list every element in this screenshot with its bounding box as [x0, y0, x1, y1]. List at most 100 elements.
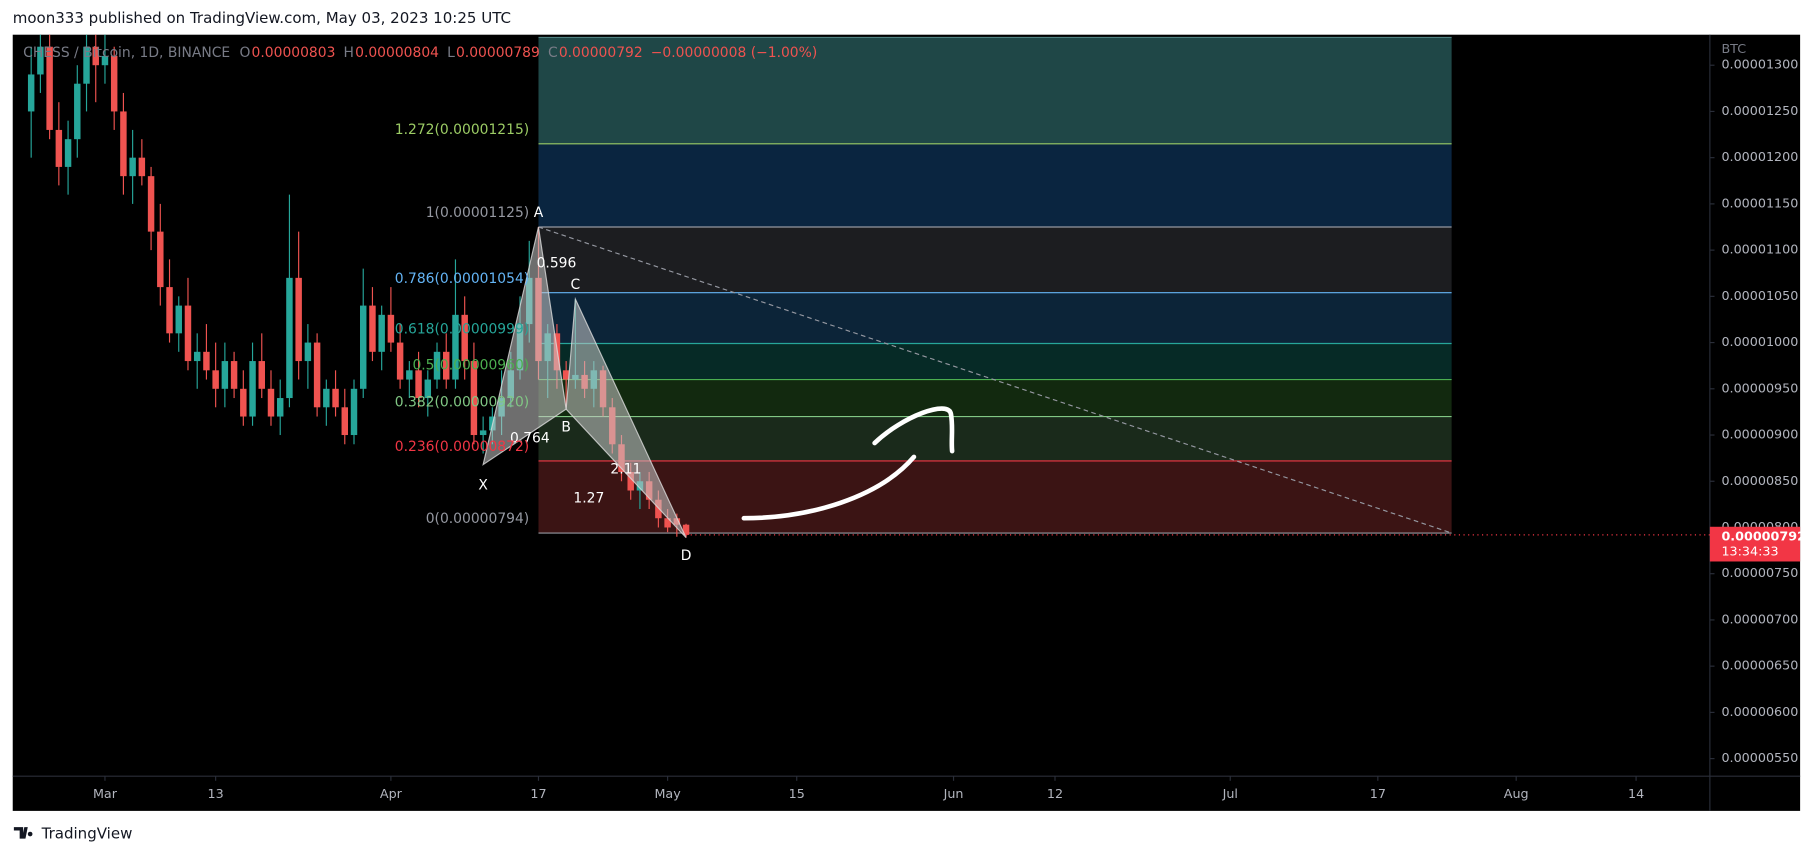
- pattern-triangle: [565, 296, 687, 539]
- x-tick-label: May: [654, 786, 681, 801]
- fib-label: 0.618(0.00000999): [395, 322, 529, 338]
- candle-body: [304, 342, 312, 362]
- candle-body: [359, 305, 367, 389]
- legend-value: 0.00000789: [456, 45, 540, 61]
- candle-body: [193, 351, 201, 362]
- fib-band: [538, 416, 1452, 461]
- candle-body: [74, 83, 81, 140]
- fib-label: 0.382(0.00000920): [395, 395, 529, 411]
- candle-body: [240, 388, 247, 417]
- brand: TradingView: [13, 825, 132, 843]
- candle-body: [433, 351, 441, 380]
- candle-body: [313, 342, 321, 408]
- candle-body: [276, 398, 284, 417]
- candle-body: [655, 499, 662, 519]
- legend-value: 0.00000804: [355, 45, 439, 61]
- legend-value: 0.00000803: [252, 45, 336, 61]
- pattern-point-label: D: [681, 548, 692, 564]
- legend-key: L: [447, 45, 455, 61]
- y-tick-label: 0.00000650: [1721, 658, 1798, 673]
- fib-band: [538, 37, 1452, 144]
- candle-body: [443, 351, 450, 380]
- y-tick-label: 0.00001100: [1721, 242, 1798, 257]
- pattern-point-label: A: [534, 205, 544, 221]
- candle-body: [138, 157, 146, 177]
- candle-body: [332, 388, 339, 408]
- pattern-point-label: C: [571, 277, 581, 293]
- pattern-triangle: [482, 226, 567, 466]
- candle-body: [479, 430, 487, 436]
- x-tick-label: Jul: [1222, 786, 1238, 801]
- candle-body: [323, 388, 330, 408]
- candle-body: [157, 231, 164, 288]
- candle-body: [406, 370, 413, 380]
- fib-band: [538, 227, 1452, 293]
- y-tick-label: 0.00000900: [1721, 427, 1798, 442]
- fib-band: [538, 379, 1452, 417]
- candle-body: [64, 139, 72, 167]
- pattern-point-label: B: [561, 420, 571, 436]
- y-tick-label: 0.00000600: [1721, 704, 1798, 719]
- legend-change: −0.00000008 (−1.00%): [651, 45, 817, 61]
- candle-body: [83, 46, 90, 84]
- pattern-ratio: 0.764: [510, 430, 550, 446]
- fib-label: 0.786(0.00001054): [395, 271, 529, 287]
- candle-body: [212, 370, 219, 389]
- candle-body: [166, 287, 173, 334]
- candle-body: [424, 379, 432, 399]
- fib-label: 0(0.00000794): [426, 511, 530, 527]
- y-tick-label: 0.00000700: [1721, 611, 1798, 626]
- candle-body: [267, 388, 275, 417]
- legend-value: 0.00000792: [559, 45, 643, 61]
- candle-body: [258, 361, 265, 389]
- candle-body: [147, 176, 155, 232]
- countdown: 13:34:33: [1721, 544, 1778, 559]
- legend-key: C: [548, 45, 558, 61]
- candle-body: [37, 46, 44, 75]
- fib-band: [538, 143, 1452, 228]
- candle-body: [92, 46, 99, 66]
- legend-key: H: [344, 45, 354, 61]
- x-tick-label: 17: [1370, 786, 1386, 801]
- pattern-point-label: X: [478, 477, 488, 493]
- legend: CHESS / Bitcoin, 1D, BINANCE O 0.00000803…: [23, 45, 817, 61]
- symbol: CHESS / Bitcoin, 1D, BINANCE: [23, 45, 230, 61]
- candle-body: [378, 314, 385, 352]
- candle-body: [470, 361, 478, 436]
- y-tick-label: 0.00001050: [1721, 288, 1798, 303]
- candle-body: [341, 407, 349, 436]
- candle-body: [46, 46, 53, 130]
- x-tick-label: 13: [208, 786, 224, 801]
- candle-body: [203, 351, 210, 371]
- candle-body: [101, 55, 109, 66]
- x-tick-label: 14: [1628, 786, 1644, 801]
- candle-body: [415, 370, 422, 399]
- candle-body: [286, 277, 293, 399]
- candle-body: [221, 361, 229, 389]
- fib-band: [538, 343, 1452, 380]
- x-tick-label: 12: [1047, 786, 1063, 801]
- candle-body: [664, 518, 671, 528]
- y-tick-label: 0.00001300: [1721, 57, 1798, 72]
- fib-label: 1(0.00001125): [426, 205, 530, 221]
- fib-band: [538, 292, 1452, 344]
- last-price-label: 0.00000792: [1721, 529, 1805, 544]
- y-tick-label: 0.00000850: [1721, 473, 1798, 488]
- y-tick-label: 0.00000950: [1721, 380, 1798, 395]
- pattern-ratio: 1.27: [573, 491, 604, 507]
- y-tick-label: 0.00001000: [1721, 334, 1798, 349]
- pattern-ratio: 0.596: [537, 256, 577, 272]
- x-tick-label: Jun: [943, 786, 964, 801]
- candle-body: [27, 74, 35, 112]
- fib-label: 0.5(0.00000960): [412, 358, 529, 374]
- x-tick-label: Mar: [93, 786, 118, 801]
- currency: BTC: [1721, 41, 1746, 56]
- candle-body: [249, 361, 256, 417]
- candle-body: [184, 305, 192, 362]
- candle-body: [682, 524, 690, 535]
- candle-body: [562, 370, 570, 380]
- brand-logo: [13, 827, 33, 839]
- y-tick-label: 0.00000750: [1721, 565, 1798, 580]
